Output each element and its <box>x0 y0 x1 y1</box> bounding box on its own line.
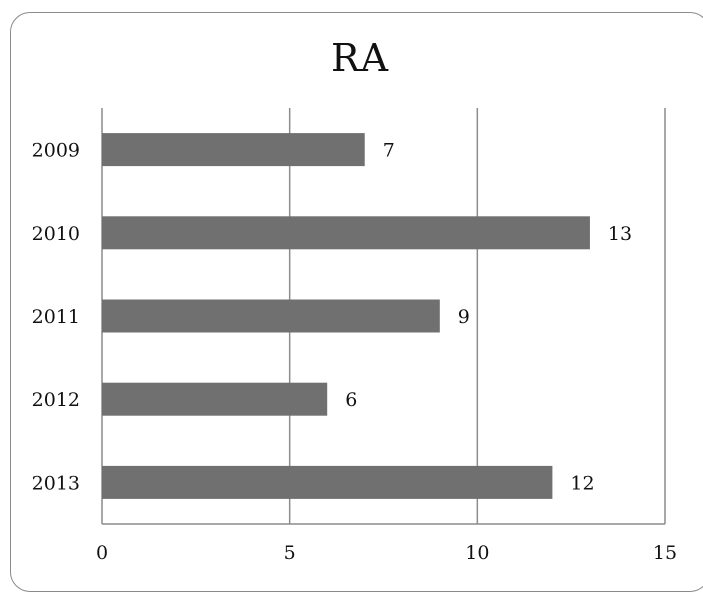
y-tick-label: 2012 <box>32 389 80 411</box>
bar-2009 <box>102 133 365 167</box>
data-label-2012: 6 <box>345 389 357 411</box>
data-label-2013: 12 <box>570 472 594 494</box>
bar-2010 <box>102 216 590 250</box>
bar-2013 <box>102 465 553 499</box>
bar-chart: 7 13 9 6 12 2009 2010 2011 2012 2013 0 5 10 15 <box>32 108 677 564</box>
data-labels: 7 13 9 6 12 <box>345 140 632 495</box>
x-tick-label: 0 <box>96 542 108 564</box>
x-tick-label: 15 <box>653 542 677 564</box>
data-label-2010: 13 <box>608 223 632 245</box>
y-axis-ticks: 2009 2010 2011 2012 2013 <box>32 140 80 495</box>
y-tick-label: 2013 <box>32 472 80 494</box>
chart-title: RA <box>330 36 390 80</box>
bar-2011 <box>102 299 440 333</box>
y-tick-label: 2011 <box>32 306 80 328</box>
data-label-2009: 7 <box>383 140 395 162</box>
x-axis-ticks: 0 5 10 15 <box>96 542 677 564</box>
data-label-2011: 9 <box>458 306 470 328</box>
y-tick-label: 2010 <box>32 223 80 245</box>
x-tick-label: 10 <box>465 542 489 564</box>
bars <box>102 133 590 499</box>
x-tick-label: 5 <box>284 542 296 564</box>
y-tick-label: 2009 <box>32 140 80 162</box>
bar-2012 <box>102 382 328 416</box>
